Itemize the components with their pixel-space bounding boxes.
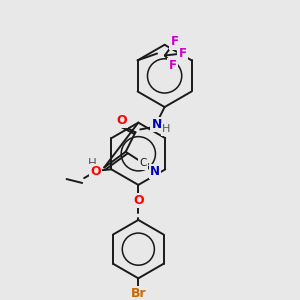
Text: N: N bbox=[150, 165, 160, 178]
Text: O: O bbox=[133, 194, 144, 207]
Text: F: F bbox=[171, 35, 178, 48]
Text: N: N bbox=[152, 118, 162, 131]
Text: F: F bbox=[169, 59, 177, 72]
Text: O: O bbox=[91, 165, 101, 178]
Text: O: O bbox=[116, 114, 127, 127]
Text: H: H bbox=[162, 124, 171, 134]
Text: F: F bbox=[178, 47, 186, 60]
Text: Br: Br bbox=[130, 287, 146, 300]
Text: C: C bbox=[140, 158, 147, 169]
Text: H: H bbox=[88, 157, 97, 170]
